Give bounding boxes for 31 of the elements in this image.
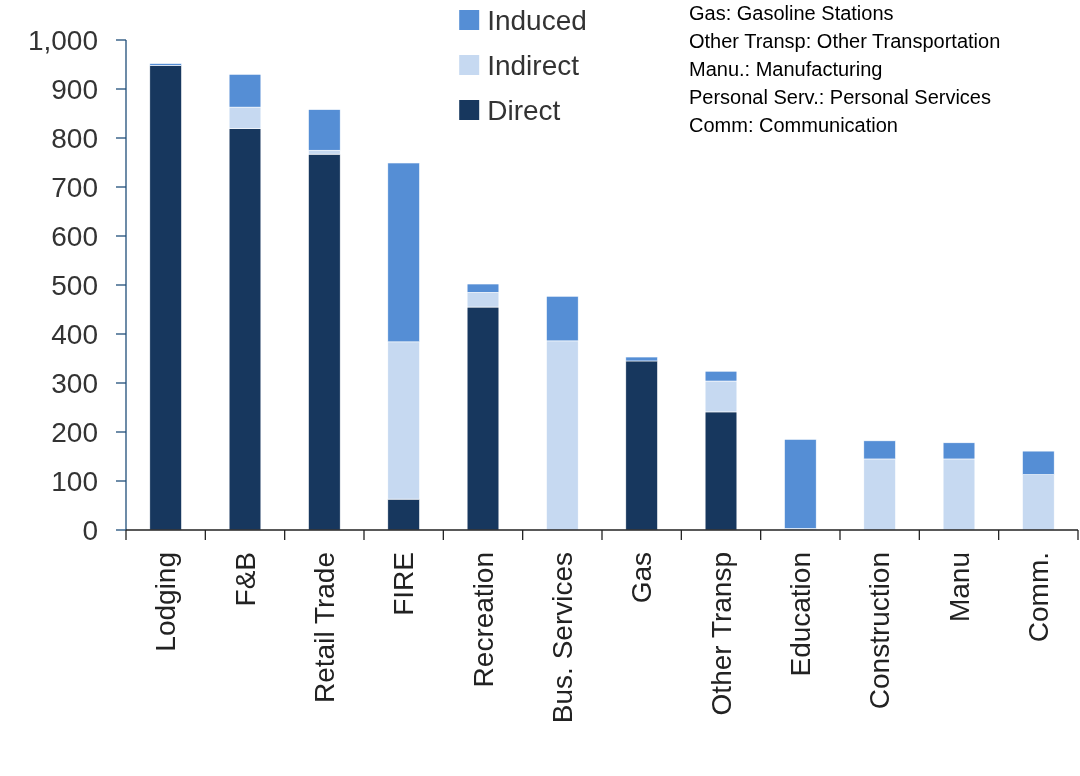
legend-label: Direct bbox=[487, 94, 561, 126]
y-tick-label: 400 bbox=[51, 318, 98, 350]
y-tick-label: 0 bbox=[82, 514, 98, 546]
x-tick-label: FIRE bbox=[388, 552, 420, 616]
y-tick-label: 800 bbox=[51, 122, 98, 154]
annotation: Personal Serv.: Personal Services bbox=[689, 86, 991, 108]
x-tick-label: Bus. Services bbox=[547, 552, 579, 724]
x-tick-label: Other Transp bbox=[705, 552, 737, 716]
annotation: Other Transp: Other Transportation bbox=[689, 30, 1001, 52]
y-tick-label: 500 bbox=[51, 269, 98, 301]
x-tick-label: Manu bbox=[943, 552, 975, 623]
y-tick-label: 200 bbox=[51, 416, 98, 448]
y-tick-label: 700 bbox=[51, 171, 98, 203]
x-tick-label: Education bbox=[785, 552, 817, 677]
y-tick-label: 600 bbox=[51, 220, 98, 252]
x-tick-label: Retail Trade bbox=[309, 552, 341, 703]
x-tick-label: F&B bbox=[229, 552, 261, 607]
x-tick-label: Lodging bbox=[150, 552, 182, 652]
annotation: Comm: Communication bbox=[689, 114, 898, 136]
y-tick-label: 100 bbox=[51, 465, 98, 497]
x-tick-label: Gas bbox=[626, 552, 658, 604]
x-tick-label: Comm. bbox=[1023, 552, 1055, 643]
legend-label: Induced bbox=[487, 4, 587, 36]
annotation: Manu.: Manufacturing bbox=[689, 58, 883, 80]
text: Gas: Gasoline Stations bbox=[689, 2, 894, 24]
x-tick-label: Construction bbox=[864, 552, 896, 710]
y-tick-label: 900 bbox=[51, 73, 98, 105]
y-tick-label: 1,000 bbox=[27, 24, 98, 56]
legend-label: Indirect bbox=[487, 49, 580, 81]
y-tick-label: 300 bbox=[51, 367, 98, 399]
x-tick-label: Recreation bbox=[467, 552, 499, 688]
